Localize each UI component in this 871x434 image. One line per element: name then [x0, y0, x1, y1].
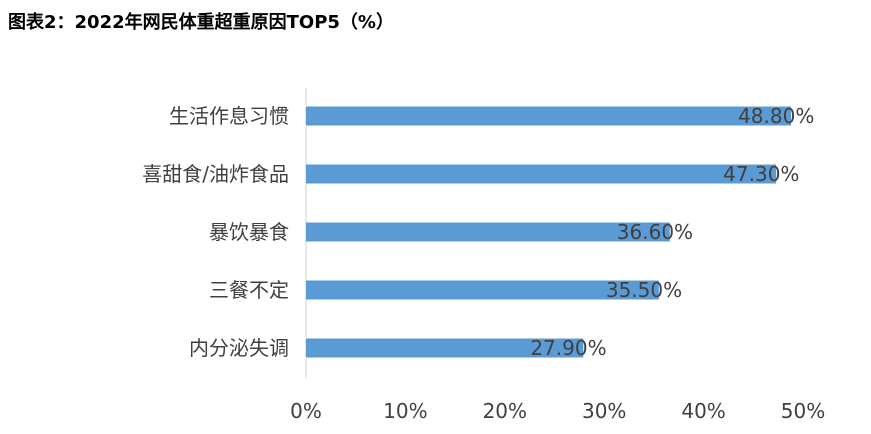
category-label: 喜甜食/油炸食品 — [142, 162, 289, 186]
category-label: 三餐不定 — [209, 278, 289, 302]
category-label: 内分泌失调 — [189, 336, 289, 360]
x-tick-label: 40% — [681, 399, 725, 423]
bar — [306, 106, 792, 126]
data-label: 35.50% — [606, 278, 682, 302]
data-label: 27.90% — [530, 336, 606, 360]
bar — [306, 164, 777, 184]
x-tick-label: 10% — [383, 399, 427, 423]
data-label: 48.80% — [738, 104, 814, 128]
chart-title: 图表2：2022年网民体重超重原因TOP5（%） — [8, 12, 394, 33]
bar — [306, 222, 670, 242]
category-label: 生活作息习惯 — [169, 104, 289, 128]
bar — [306, 338, 584, 358]
x-tick-label: 30% — [582, 399, 626, 423]
bar — [306, 280, 659, 300]
data-label: 36.60% — [617, 220, 693, 244]
x-tick-label: 50% — [781, 399, 825, 423]
x-tick-label: 20% — [483, 399, 527, 423]
data-label: 47.30% — [723, 162, 799, 186]
x-tick-label: 0% — [290, 399, 322, 423]
category-label: 暴饮暴食 — [209, 220, 289, 244]
